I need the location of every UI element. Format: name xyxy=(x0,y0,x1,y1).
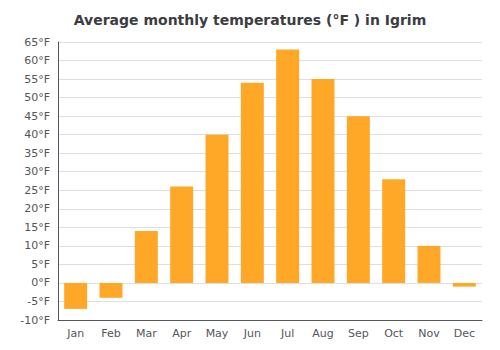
svg-text:20°F: 20°F xyxy=(24,202,50,215)
svg-text:45°F: 45°F xyxy=(24,110,50,123)
svg-text:Feb: Feb xyxy=(101,327,120,340)
svg-text:Jan: Jan xyxy=(66,327,84,340)
svg-text:25°F: 25°F xyxy=(24,184,50,197)
svg-text:Sep: Sep xyxy=(348,327,369,340)
svg-text:Jul: Jul xyxy=(280,327,294,340)
svg-text:Average monthly temperatures (: Average monthly temperatures (°F ) in Ig… xyxy=(74,12,427,28)
svg-text:15°F: 15°F xyxy=(24,221,50,234)
svg-text:Aug: Aug xyxy=(312,327,333,340)
svg-text:40°F: 40°F xyxy=(24,128,50,141)
svg-text:50°F: 50°F xyxy=(24,91,50,104)
svg-text:Apr: Apr xyxy=(172,327,192,340)
svg-text:60°F: 60°F xyxy=(24,54,50,67)
svg-text:Dec: Dec xyxy=(454,327,475,340)
svg-text:Mar: Mar xyxy=(136,327,157,340)
svg-text:5°F: 5°F xyxy=(31,258,50,271)
svg-text:Oct: Oct xyxy=(384,327,404,340)
svg-text:-10°F: -10°F xyxy=(20,314,50,327)
svg-text:Nov: Nov xyxy=(418,327,440,340)
svg-text:55°F: 55°F xyxy=(24,73,50,86)
svg-text:Jun: Jun xyxy=(243,327,261,340)
svg-text:0°F: 0°F xyxy=(31,276,50,289)
svg-text:65°F: 65°F xyxy=(24,36,50,49)
svg-text:-5°F: -5°F xyxy=(27,295,50,308)
svg-text:10°F: 10°F xyxy=(24,239,50,252)
svg-text:35°F: 35°F xyxy=(24,147,50,160)
svg-text:30°F: 30°F xyxy=(24,165,50,178)
svg-text:May: May xyxy=(206,327,229,340)
